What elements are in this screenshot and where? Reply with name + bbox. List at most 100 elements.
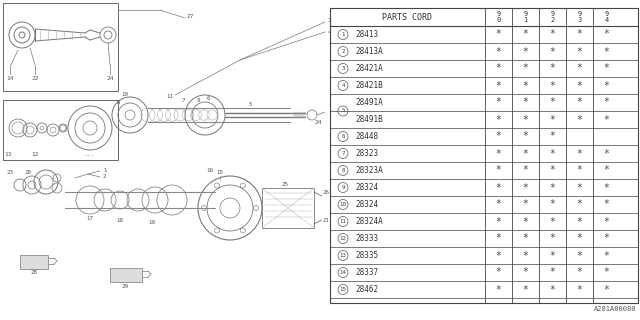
Text: 28413: 28413 <box>355 30 378 39</box>
Text: 28333: 28333 <box>355 234 378 243</box>
Text: 6: 6 <box>206 95 210 100</box>
Text: 7: 7 <box>181 98 185 102</box>
Text: 14: 14 <box>339 270 346 275</box>
Text: 28413A: 28413A <box>355 47 383 56</box>
Text: *: * <box>523 217 529 227</box>
Text: 2: 2 <box>103 174 106 180</box>
Text: *: * <box>577 148 582 158</box>
Text: *: * <box>523 165 529 175</box>
Text: 9
0: 9 0 <box>497 11 500 23</box>
Text: 29: 29 <box>122 284 129 289</box>
Text: *: * <box>577 98 582 108</box>
Text: *: * <box>550 132 556 141</box>
Text: 19: 19 <box>148 220 156 225</box>
Text: 28324: 28324 <box>355 200 378 209</box>
Text: 8: 8 <box>341 168 345 173</box>
Bar <box>20 255 48 269</box>
Text: *: * <box>495 29 501 39</box>
Text: *: * <box>577 199 582 210</box>
Text: *: * <box>550 98 556 108</box>
Text: 26: 26 <box>323 190 330 196</box>
Text: *: * <box>604 81 609 91</box>
Text: *: * <box>495 182 501 193</box>
Text: *: * <box>604 234 609 244</box>
Text: *: * <box>550 29 556 39</box>
Text: 22: 22 <box>31 76 39 81</box>
Text: *: * <box>604 199 609 210</box>
Text: 16: 16 <box>207 167 214 172</box>
Text: 7: 7 <box>341 151 345 156</box>
Text: 28448: 28448 <box>355 132 378 141</box>
Text: *: * <box>550 63 556 74</box>
Text: *: * <box>604 251 609 260</box>
Text: *: * <box>550 182 556 193</box>
Bar <box>3 100 118 160</box>
Text: *: * <box>604 268 609 277</box>
Text: *: * <box>604 46 609 57</box>
Text: 28335: 28335 <box>355 251 378 260</box>
Text: *: * <box>550 115 556 124</box>
Text: 9: 9 <box>341 185 345 190</box>
Text: 4: 4 <box>328 29 332 35</box>
Text: *: * <box>577 234 582 244</box>
Text: 23: 23 <box>6 171 13 175</box>
Text: *: * <box>495 115 501 124</box>
Text: 8: 8 <box>116 100 120 106</box>
Text: *: * <box>495 46 501 57</box>
Text: 11: 11 <box>339 219 346 224</box>
Text: 28: 28 <box>31 270 38 276</box>
Text: *: * <box>495 268 501 277</box>
Text: *: * <box>577 29 582 39</box>
Text: 13: 13 <box>4 153 12 157</box>
Text: ...: ... <box>85 153 95 157</box>
Text: 10: 10 <box>122 92 129 98</box>
Text: *: * <box>550 199 556 210</box>
Text: 3: 3 <box>341 66 345 71</box>
Text: 15: 15 <box>216 171 223 175</box>
Text: *: * <box>550 148 556 158</box>
Text: 28323A: 28323A <box>355 166 383 175</box>
Text: *: * <box>523 46 529 57</box>
Text: *: * <box>495 148 501 158</box>
Text: *: * <box>523 115 529 124</box>
Text: 24: 24 <box>314 121 322 125</box>
Text: 9
1: 9 1 <box>524 11 527 23</box>
Text: 14: 14 <box>6 76 13 81</box>
Text: *: * <box>495 132 501 141</box>
Text: 2: 2 <box>341 49 345 54</box>
Text: *: * <box>495 284 501 294</box>
Text: 1: 1 <box>103 167 106 172</box>
Text: 20: 20 <box>24 170 31 174</box>
Text: 10: 10 <box>339 202 346 207</box>
Text: *: * <box>523 234 529 244</box>
Text: *: * <box>550 217 556 227</box>
Text: PARTS CORD: PARTS CORD <box>383 12 433 21</box>
Text: *: * <box>495 234 501 244</box>
Text: *: * <box>523 63 529 74</box>
Text: *: * <box>495 165 501 175</box>
Text: 13: 13 <box>339 253 346 258</box>
Bar <box>110 268 142 282</box>
Text: *: * <box>550 268 556 277</box>
Text: *: * <box>577 284 582 294</box>
Text: 12: 12 <box>339 236 346 241</box>
Text: *: * <box>550 81 556 91</box>
Text: 6: 6 <box>341 134 345 139</box>
Text: *: * <box>604 284 609 294</box>
Text: *: * <box>604 165 609 175</box>
Text: 1: 1 <box>341 32 345 37</box>
Text: *: * <box>495 217 501 227</box>
Text: *: * <box>550 234 556 244</box>
Text: *: * <box>604 182 609 193</box>
Text: *: * <box>577 115 582 124</box>
Text: 9: 9 <box>196 98 200 102</box>
Text: 15: 15 <box>339 287 346 292</box>
Text: *: * <box>604 148 609 158</box>
Text: *: * <box>523 29 529 39</box>
Text: *: * <box>495 251 501 260</box>
Text: 27: 27 <box>186 13 194 19</box>
Text: 12: 12 <box>31 153 39 157</box>
Text: *: * <box>523 284 529 294</box>
Text: 28324: 28324 <box>355 183 378 192</box>
Text: *: * <box>550 165 556 175</box>
